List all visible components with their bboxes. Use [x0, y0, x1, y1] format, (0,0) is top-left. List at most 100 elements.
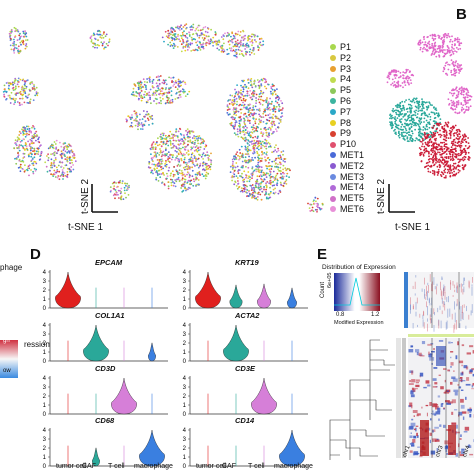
panel-label-e: E — [317, 246, 328, 263]
violin-ytick: 0 — [183, 306, 187, 312]
violin-ytick: 3 — [43, 437, 47, 443]
gene-label: EPCAM — [95, 258, 123, 267]
legend-item: P7 — [330, 107, 364, 118]
legend-label: P6 — [340, 95, 352, 106]
violin-ytick: 2 — [43, 394, 47, 400]
tsne-a-points — [2, 23, 324, 213]
left-partial-colorbar — [0, 340, 18, 378]
violin-shape — [229, 284, 243, 309]
violin-panel: 0 1 2 3 4 — [43, 376, 168, 418]
violin-xcat: macrophage — [134, 463, 173, 470]
violin-ytick: 4 — [43, 323, 47, 329]
violin-ytick: 4 — [183, 323, 187, 329]
legend-label: P4 — [340, 74, 352, 85]
gene-label: CD3D — [95, 364, 116, 373]
violin-ytick: 2 — [43, 288, 47, 294]
legend-label: P8 — [340, 117, 352, 128]
legend-label: P9 — [340, 128, 352, 139]
legend-swatch — [330, 130, 336, 137]
left-expr-label: ression — [24, 340, 50, 349]
violin-ytick: 3 — [43, 332, 47, 338]
legend-swatch — [330, 98, 336, 105]
legend-label: MET3 — [340, 171, 365, 182]
violin-ytick: 0 — [43, 412, 47, 418]
violin-xcat: T cell — [248, 463, 265, 470]
heatmap-art — [329, 272, 474, 460]
violin-panel: 0 1 2 3 4 — [43, 323, 168, 365]
legend-swatch — [330, 152, 336, 159]
violin-ytick: 1 — [43, 455, 47, 461]
violin-ytick: 0 — [183, 359, 187, 365]
legend-swatch — [330, 109, 336, 116]
legend-swatch — [330, 173, 336, 180]
legend-item: P9 — [330, 128, 364, 139]
sample-legend: P1 P2 P3 P4 P5 P6 P7 P8 P9 P10 MET1 MET2 MET3 MET4 MET… — [330, 42, 364, 215]
legend-item: MET3 — [330, 172, 364, 183]
violin-ytick: 1 — [183, 297, 187, 303]
violin-xcat: T cell — [108, 463, 125, 470]
legend-item: MET5 — [330, 193, 364, 204]
violin-ytick: 3 — [183, 279, 187, 285]
violin-panel: 0 1 2 3 4 — [43, 428, 168, 470]
violin-ytick: 4 — [183, 428, 187, 434]
gene-label: CD68 — [95, 416, 115, 425]
gene-label: COL1A1 — [95, 311, 125, 320]
violin-ytick: 1 — [183, 455, 187, 461]
legend-label: MET1 — [340, 149, 365, 160]
violin-ytick: 1 — [43, 403, 47, 409]
left-partial-text: phage — [0, 263, 23, 272]
legend-label: P10 — [340, 139, 357, 150]
violin-xcat: CAF — [82, 463, 96, 470]
violin-shape — [251, 377, 277, 415]
violin-ytick: 2 — [183, 341, 187, 347]
violin-xcat: macrophage — [274, 463, 313, 470]
violin-shape — [223, 324, 249, 362]
violin-ytick: 4 — [43, 376, 47, 382]
violin-shape — [55, 271, 81, 309]
legend-swatch — [330, 206, 336, 213]
violin-shape — [195, 271, 221, 309]
gene-label: CD14 — [235, 416, 255, 425]
legend-item: MET4 — [330, 182, 364, 193]
legend-swatch — [330, 119, 336, 126]
violin-panel: 0 1 2 3 4 — [183, 376, 308, 418]
tsne-b-arrow — [388, 184, 415, 213]
tsne-a-arrow — [91, 184, 118, 213]
dendrogram — [329, 339, 395, 460]
violin-ytick: 2 — [43, 341, 47, 347]
violin-ytick: 3 — [183, 437, 187, 443]
legend-swatch — [330, 87, 336, 94]
violin-ytick: 3 — [43, 385, 47, 391]
violin-ytick: 4 — [183, 376, 187, 382]
violin-ytick: 2 — [183, 288, 187, 294]
violin-ytick: 2 — [43, 446, 47, 452]
tsne-b-xlabel: t-SNE 1 — [395, 222, 431, 233]
legend-swatch — [330, 195, 336, 202]
legend-item: P10 — [330, 139, 364, 150]
legend-item: P1 — [330, 42, 364, 53]
violin-ytick: 0 — [183, 464, 187, 470]
legend-item: P8 — [330, 118, 364, 129]
violin-ytick: 2 — [183, 446, 187, 452]
legend-item: P4 — [330, 74, 364, 85]
gene-label: KRT19 — [235, 258, 259, 267]
violin-shape — [257, 283, 271, 309]
colorkey-xtick-1: 0.8 — [336, 312, 345, 318]
violin-panel: 0 1 2 3 4 — [43, 270, 168, 312]
violin-panel: 0 1 2 3 4 — [183, 323, 308, 365]
violin-ytick: 3 — [183, 332, 187, 338]
legend-item: MET1 — [330, 150, 364, 161]
violin-shape — [83, 324, 109, 362]
violin-xcat: tumor cell — [196, 463, 227, 470]
legend-item: P3 — [330, 64, 364, 75]
violin-shape — [279, 429, 305, 467]
violin-shape — [148, 342, 156, 362]
violin-ytick: 3 — [183, 385, 187, 391]
violin-xcat: tumor cell — [56, 463, 87, 470]
tsne-b-points — [386, 32, 473, 179]
legend-label: MET4 — [340, 182, 365, 193]
legend-label: P3 — [340, 63, 352, 74]
legend-item: P6 — [330, 96, 364, 107]
